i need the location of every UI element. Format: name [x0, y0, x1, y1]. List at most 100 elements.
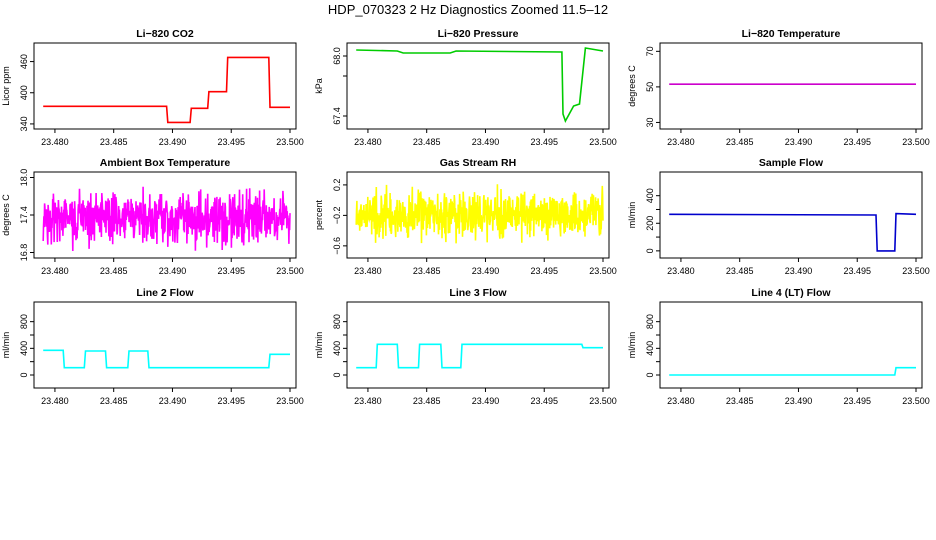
- plot-frame: [659, 171, 923, 259]
- x-tick-label: 23.500: [902, 396, 930, 406]
- y-axis-label: ml/min: [627, 332, 637, 359]
- x-tick-label: 23.480: [667, 396, 695, 406]
- y-tick-label: 70: [645, 46, 655, 56]
- plot-frame: [659, 301, 923, 389]
- plot-frame: [33, 301, 297, 389]
- series-line: [669, 212, 917, 252]
- y-tick-label: 16.8: [19, 244, 29, 262]
- y-axis-label: degrees C: [627, 65, 637, 107]
- y-tick-label: 18.0: [19, 169, 29, 187]
- panel-5: Gas Stream RH percent 23.480 23.485 23.490 23…: [314, 157, 617, 276]
- x-tick-label: 23.480: [667, 266, 695, 276]
- x-tick-label: 23.480: [41, 266, 69, 276]
- series-line: [356, 47, 604, 123]
- y-tick-label: 0: [645, 248, 655, 253]
- x-tick-label: 23.485: [726, 396, 754, 406]
- panel-7: Line 2 Flow ml/min 23.480 23.485 23.490 23.49…: [1, 287, 304, 406]
- panel-2: Li−820 Pressure kPa 23.480 23.485 23.490 23.4…: [314, 28, 617, 147]
- x-tick-label: 23.500: [589, 266, 617, 276]
- panel-title: Ambient Box Temperature: [100, 157, 231, 169]
- x-tick-label: 23.495: [843, 396, 871, 406]
- y-axis-label: percent: [314, 199, 324, 230]
- x-tick-label: 23.500: [589, 396, 617, 406]
- y-tick-label: 17.4: [19, 206, 29, 224]
- panel-6: Sample Flow ml/min 23.480 23.485 23.490 23.49…: [627, 157, 930, 276]
- x-tick-label: 23.480: [41, 396, 69, 406]
- x-tick-label: 23.500: [276, 396, 304, 406]
- panel-8: Line 3 Flow ml/min 23.480 23.485 23.490 23.49…: [314, 287, 617, 406]
- x-tick-label: 23.495: [530, 266, 558, 276]
- panel-1: Li−820 CO2 Licor ppm 23.480 23.485 23.490 23.…: [1, 28, 304, 147]
- x-tick-label: 23.495: [217, 266, 245, 276]
- x-tick-label: 23.490: [785, 266, 813, 276]
- y-tick-label: 800: [19, 314, 29, 329]
- x-tick-label: 23.500: [276, 137, 304, 147]
- y-axis-label: Licor ppm: [1, 66, 11, 106]
- x-tick-label: 23.490: [159, 137, 187, 147]
- x-tick-label: 23.490: [159, 266, 187, 276]
- panel-title: Li−820 Pressure: [438, 28, 519, 40]
- y-tick-label: −0.2: [332, 206, 342, 224]
- plot-frame: [659, 42, 923, 130]
- plot-frame: [33, 42, 297, 130]
- x-tick-label: 23.495: [843, 137, 871, 147]
- panel-title: Line 4 (LT) Flow: [751, 287, 831, 299]
- y-axis-label: ml/min: [314, 332, 324, 359]
- plot-frame: [346, 301, 610, 389]
- x-tick-label: 23.480: [354, 137, 382, 147]
- y-tick-label: 800: [332, 314, 342, 329]
- figure-title: HDP_070323 2 Hz Diagnostics Zoomed 11.5–…: [327, 2, 609, 17]
- panel-3: Li−820 Temperature degrees C 23.480 23.485 2…: [627, 28, 930, 147]
- y-tick-label: 200: [645, 216, 655, 231]
- panel-title: Gas Stream RH: [440, 157, 516, 169]
- plot-frame: [346, 42, 610, 130]
- panel-title: Li−820 Temperature: [742, 28, 841, 40]
- series-line: [42, 186, 291, 252]
- x-tick-label: 23.485: [413, 396, 441, 406]
- y-axis-label: ml/min: [627, 202, 637, 229]
- y-tick-label: 460: [19, 54, 29, 69]
- x-tick-label: 23.500: [589, 137, 617, 147]
- x-tick-label: 23.500: [276, 266, 304, 276]
- x-tick-label: 23.485: [726, 137, 754, 147]
- y-tick-label: 0: [19, 372, 29, 377]
- x-tick-label: 23.480: [354, 266, 382, 276]
- panel-title: Sample Flow: [759, 157, 824, 169]
- y-tick-label: 50: [645, 82, 655, 92]
- x-tick-label: 23.495: [530, 396, 558, 406]
- x-tick-label: 23.495: [217, 396, 245, 406]
- series-line: [356, 343, 603, 369]
- panel-9: Line 4 (LT) Flow ml/min 23.480 23.485 23.490…: [627, 287, 930, 406]
- y-tick-label: 30: [645, 117, 655, 127]
- y-tick-label: 400: [645, 341, 655, 356]
- x-tick-label: 23.490: [159, 396, 187, 406]
- x-tick-label: 23.485: [100, 396, 128, 406]
- x-tick-label: 23.490: [785, 137, 813, 147]
- y-axis-label: kPa: [314, 78, 324, 94]
- y-axis-label: degrees C: [1, 194, 11, 236]
- x-tick-label: 23.490: [472, 266, 500, 276]
- x-tick-label: 23.480: [667, 137, 695, 147]
- x-tick-label: 23.495: [843, 266, 871, 276]
- x-tick-label: 23.485: [100, 137, 128, 147]
- series-line: [43, 349, 290, 369]
- y-tick-label: −0.6: [332, 237, 342, 255]
- x-tick-label: 23.485: [726, 266, 754, 276]
- panel-title: Li−820 CO2: [136, 28, 194, 40]
- y-tick-label: 400: [19, 341, 29, 356]
- series-line: [355, 184, 604, 244]
- x-tick-label: 23.490: [785, 396, 813, 406]
- y-tick-label: 68.0: [332, 47, 342, 65]
- panel-4: Ambient Box Temperature degrees C 23.480 23…: [1, 157, 304, 276]
- y-axis-label: ml/min: [1, 332, 11, 359]
- y-tick-label: 340: [19, 116, 29, 131]
- x-tick-label: 23.490: [472, 137, 500, 147]
- y-tick-label: 0: [645, 372, 655, 377]
- x-tick-label: 23.500: [902, 266, 930, 276]
- x-tick-label: 23.495: [217, 137, 245, 147]
- x-tick-label: 23.495: [530, 137, 558, 147]
- y-tick-label: 400: [332, 341, 342, 356]
- y-tick-label: 0: [332, 372, 342, 377]
- panel-title: Line 2 Flow: [136, 287, 194, 299]
